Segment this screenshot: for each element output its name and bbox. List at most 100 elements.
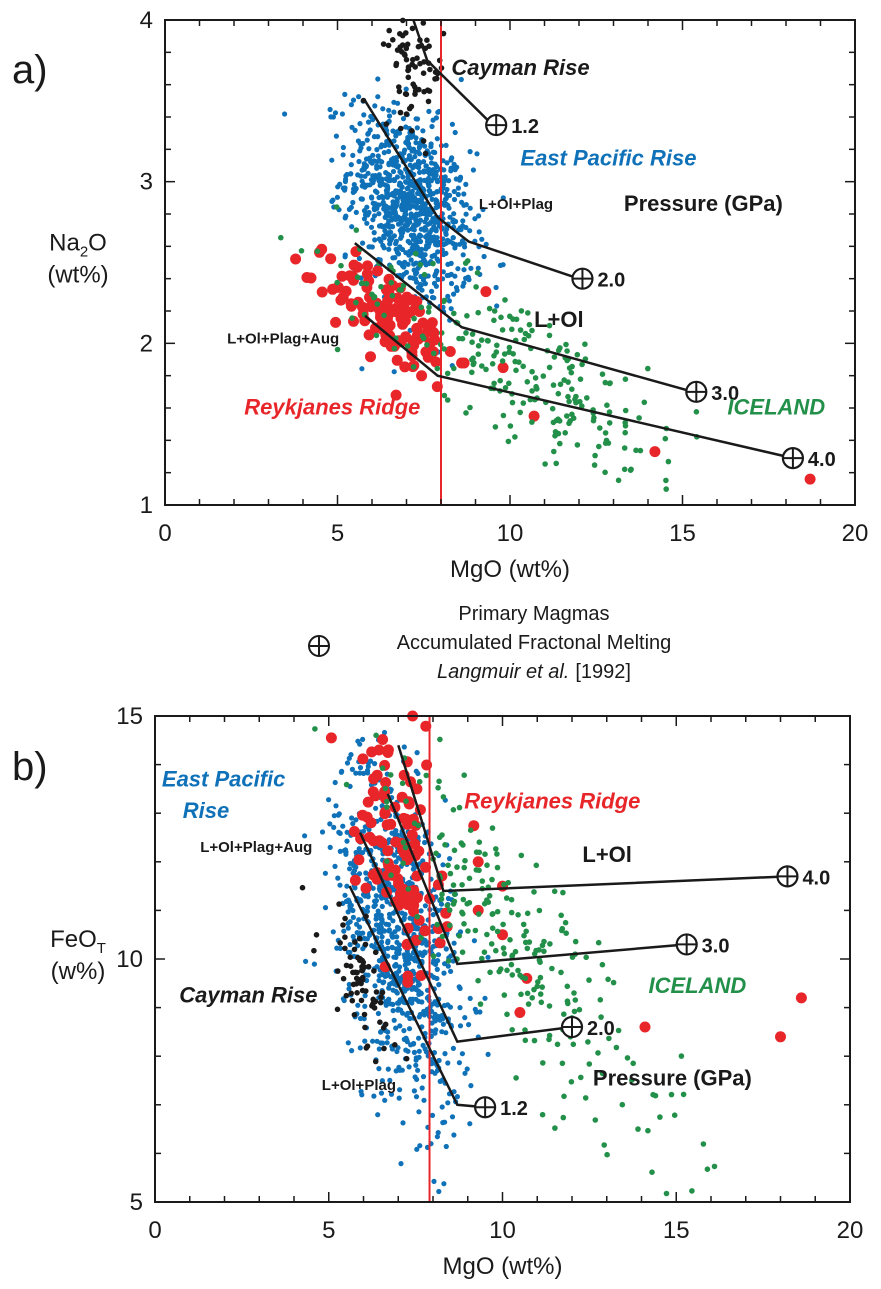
data-point	[546, 332, 553, 339]
data-point	[520, 363, 526, 370]
data-point	[596, 443, 602, 450]
data-point	[529, 419, 535, 425]
data-point	[443, 240, 449, 246]
data-point	[541, 948, 547, 955]
data-point	[346, 755, 352, 761]
data-point	[434, 921, 441, 928]
data-point	[390, 1008, 396, 1014]
data-point	[363, 870, 369, 876]
data-point	[386, 922, 392, 928]
data-point	[483, 366, 489, 373]
data-point	[518, 852, 525, 859]
data-point	[348, 259, 360, 271]
data-point	[379, 934, 385, 940]
data-point	[493, 947, 499, 954]
data-point	[476, 229, 482, 235]
data-point	[439, 891, 445, 898]
data-point	[540, 373, 547, 379]
data-point	[467, 404, 473, 411]
data-point	[354, 274, 361, 281]
data-point	[326, 797, 332, 803]
data-point	[350, 981, 357, 988]
data-point	[303, 958, 309, 965]
data-point	[457, 1005, 463, 1011]
data-point	[464, 313, 470, 319]
data-point	[517, 327, 524, 333]
data-point	[381, 203, 387, 210]
pressure-marker-icon	[571, 267, 594, 290]
data-point	[356, 94, 362, 100]
data-point	[494, 864, 501, 871]
data-point	[353, 227, 360, 233]
data-point	[391, 345, 398, 352]
data-point	[410, 956, 416, 962]
data-point	[359, 366, 365, 372]
data-point	[430, 943, 436, 950]
data-point	[371, 230, 377, 236]
data-point	[451, 196, 458, 203]
data-point	[421, 88, 427, 95]
data-point	[570, 415, 577, 422]
data-point	[399, 32, 406, 39]
data-point	[332, 863, 338, 870]
data-point	[553, 460, 559, 467]
data-point	[338, 262, 344, 269]
data-point	[463, 330, 469, 336]
data-point	[433, 241, 439, 248]
data-point	[424, 239, 431, 245]
data-point	[508, 961, 515, 968]
data-point	[549, 965, 555, 972]
data-point	[347, 866, 353, 872]
data-point	[501, 881, 507, 888]
data-point	[605, 976, 611, 983]
data-point	[439, 1029, 445, 1035]
data-point	[420, 1074, 427, 1080]
data-point	[499, 327, 506, 333]
data-point	[422, 281, 428, 287]
data-point	[451, 847, 458, 854]
data-point	[400, 174, 406, 180]
data-point	[564, 348, 570, 354]
data-point	[460, 218, 466, 224]
data-point	[441, 392, 448, 399]
data-point	[374, 147, 380, 153]
data-point	[348, 102, 354, 108]
data-point	[346, 986, 352, 992]
data-point	[448, 968, 454, 975]
data-point	[359, 183, 365, 189]
data-point	[369, 160, 375, 166]
data-point	[398, 125, 404, 132]
data-point	[349, 124, 355, 130]
data-point	[533, 383, 539, 390]
data-point	[351, 1012, 358, 1018]
data-point	[498, 314, 504, 321]
data-point	[433, 283, 439, 289]
data-point	[678, 1053, 685, 1059]
data-point	[385, 185, 391, 191]
pressure-marker-icon	[781, 447, 805, 470]
data-point	[441, 251, 447, 258]
legend-heading: Primary Magmas	[458, 603, 609, 625]
data-point	[367, 155, 373, 161]
data-point	[595, 1050, 601, 1056]
data-point	[467, 228, 473, 234]
data-point	[427, 66, 433, 73]
data-point	[558, 912, 564, 919]
data-point	[636, 415, 642, 421]
data-point	[639, 1021, 651, 1033]
data-point	[394, 196, 400, 202]
data-point	[350, 969, 356, 976]
data-point	[313, 932, 320, 938]
chart-b: 1.2 2.0 3.0 4.0 East Pacific Rise L+Ol+Plag+Au…	[50, 703, 863, 1280]
data-point	[563, 930, 569, 936]
data-point	[427, 211, 433, 218]
data-point	[396, 942, 403, 948]
data-point	[393, 859, 399, 865]
data-point	[606, 380, 613, 387]
data-point	[369, 790, 381, 802]
pressure-marker-label: 1.2	[511, 116, 539, 138]
data-point	[569, 363, 575, 370]
data-point	[394, 249, 400, 256]
data-point	[353, 817, 359, 823]
data-point	[586, 977, 592, 983]
